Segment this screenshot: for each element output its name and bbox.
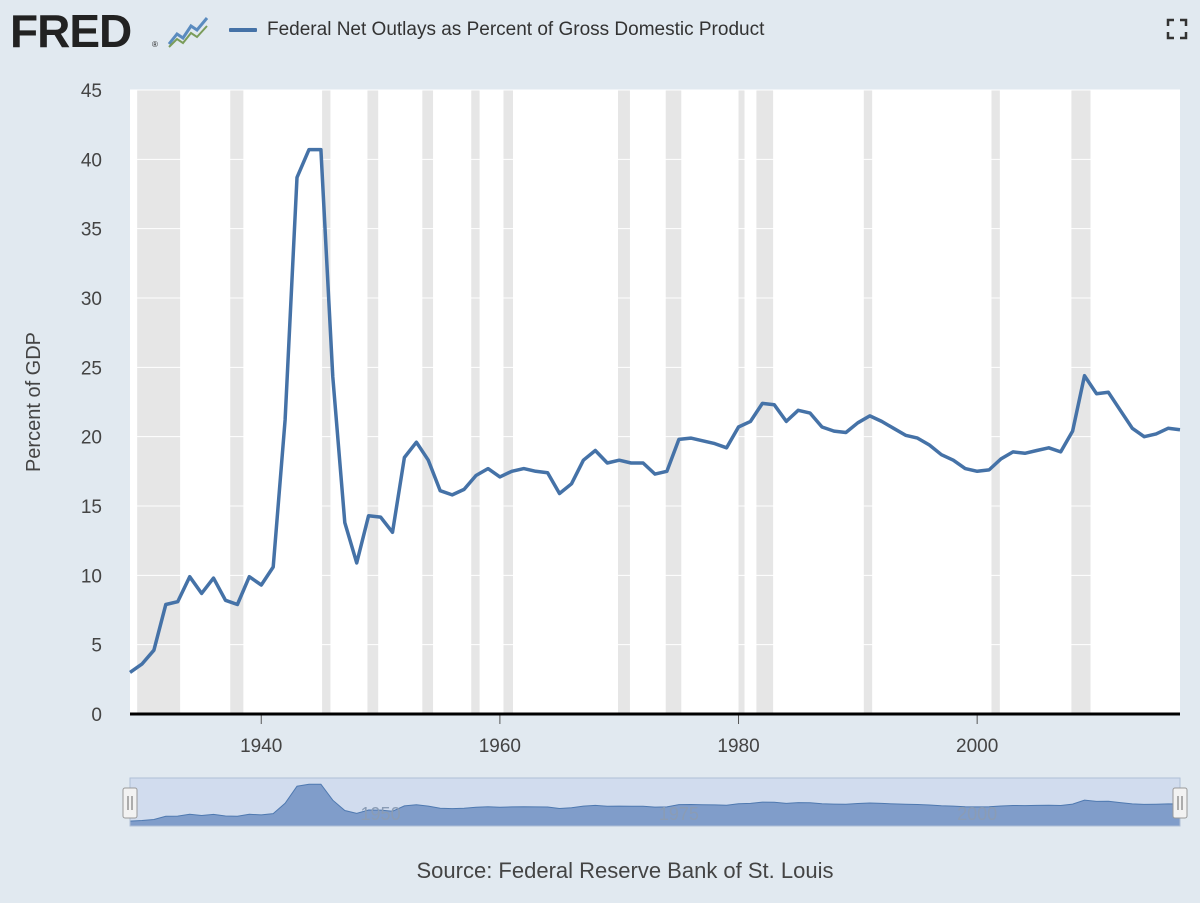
legend-series-label[interactable]: Federal Net Outlays as Percent of Gross …: [267, 19, 765, 40]
y-tick-label: 30: [81, 289, 102, 310]
recession-band: [1071, 90, 1091, 714]
registered-mark: ®: [152, 40, 158, 49]
line-chart-icon: [167, 14, 209, 48]
recession-band: [991, 90, 1000, 714]
recession-band: [618, 90, 630, 714]
x-axis-ticks: 1940 1960 1980 2000: [240, 714, 998, 757]
recession-bands: [137, 90, 1091, 714]
recession-band: [503, 90, 514, 714]
x-tick-label: 1980: [717, 736, 759, 757]
navigator-handle-right[interactable]: [1172, 787, 1188, 819]
y-axis-ticks: 0 5 10 15 20 25 30 35 40 45: [81, 81, 102, 726]
fred-logo[interactable]: FRED: [10, 5, 132, 57]
y-tick-label: 45: [81, 81, 102, 102]
navigator-tick-label: 1950: [361, 804, 401, 824]
recession-band: [230, 90, 244, 714]
y-tick-label: 35: [81, 220, 102, 241]
recession-band: [738, 90, 745, 714]
navigator-tick-label: 1975: [659, 804, 699, 824]
y-tick-label: 20: [81, 428, 102, 449]
gridlines: [130, 89, 1180, 646]
recession-band: [422, 90, 434, 714]
x-tick-label: 1960: [479, 736, 521, 757]
y-tick-label: 40: [81, 150, 102, 171]
chart-legend: Federal Net Outlays as Percent of Gross …: [229, 18, 764, 42]
y-axis-label: Percent of GDP: [23, 332, 45, 472]
recession-band: [367, 90, 379, 714]
x-tick-label: 2000: [956, 736, 998, 757]
recession-band: [665, 90, 682, 714]
y-tick-label: 25: [81, 358, 102, 379]
line-chart: 0 5 10 15 20 25 30 35 40 45 1940 1960 1980 2000 Perc…: [23, 81, 1188, 827]
recession-band: [863, 90, 873, 714]
y-tick-label: 15: [81, 497, 102, 518]
x-tick-label: 1940: [240, 736, 282, 757]
fullscreen-icon[interactable]: [1166, 18, 1188, 40]
y-tick-label: 0: [91, 705, 102, 726]
y-tick-label: 5: [91, 636, 102, 657]
navigator-selection: [129, 777, 1181, 827]
recession-band: [322, 90, 331, 714]
navigator-tick-label: 2000: [957, 804, 997, 824]
navigator-area: [129, 783, 1181, 827]
recession-band: [471, 90, 480, 714]
range-navigator[interactable]: 1950 1975 2000: [122, 777, 1188, 827]
y-tick-label: 10: [81, 566, 102, 587]
chart-header: FRED ® Federal Net Outlays as Percent of…: [0, 0, 1200, 62]
source-note: Source: Federal Reserve Bank of St. Loui…: [416, 858, 834, 883]
series-line-group[interactable]: [128, 147, 1181, 674]
plot-background: [130, 90, 1180, 714]
plot-area: [130, 90, 1180, 714]
navigator-handle-left[interactable]: [122, 787, 138, 819]
recession-band: [137, 90, 181, 714]
legend-swatch: [229, 28, 257, 32]
series-line[interactable]: [128, 147, 1181, 674]
